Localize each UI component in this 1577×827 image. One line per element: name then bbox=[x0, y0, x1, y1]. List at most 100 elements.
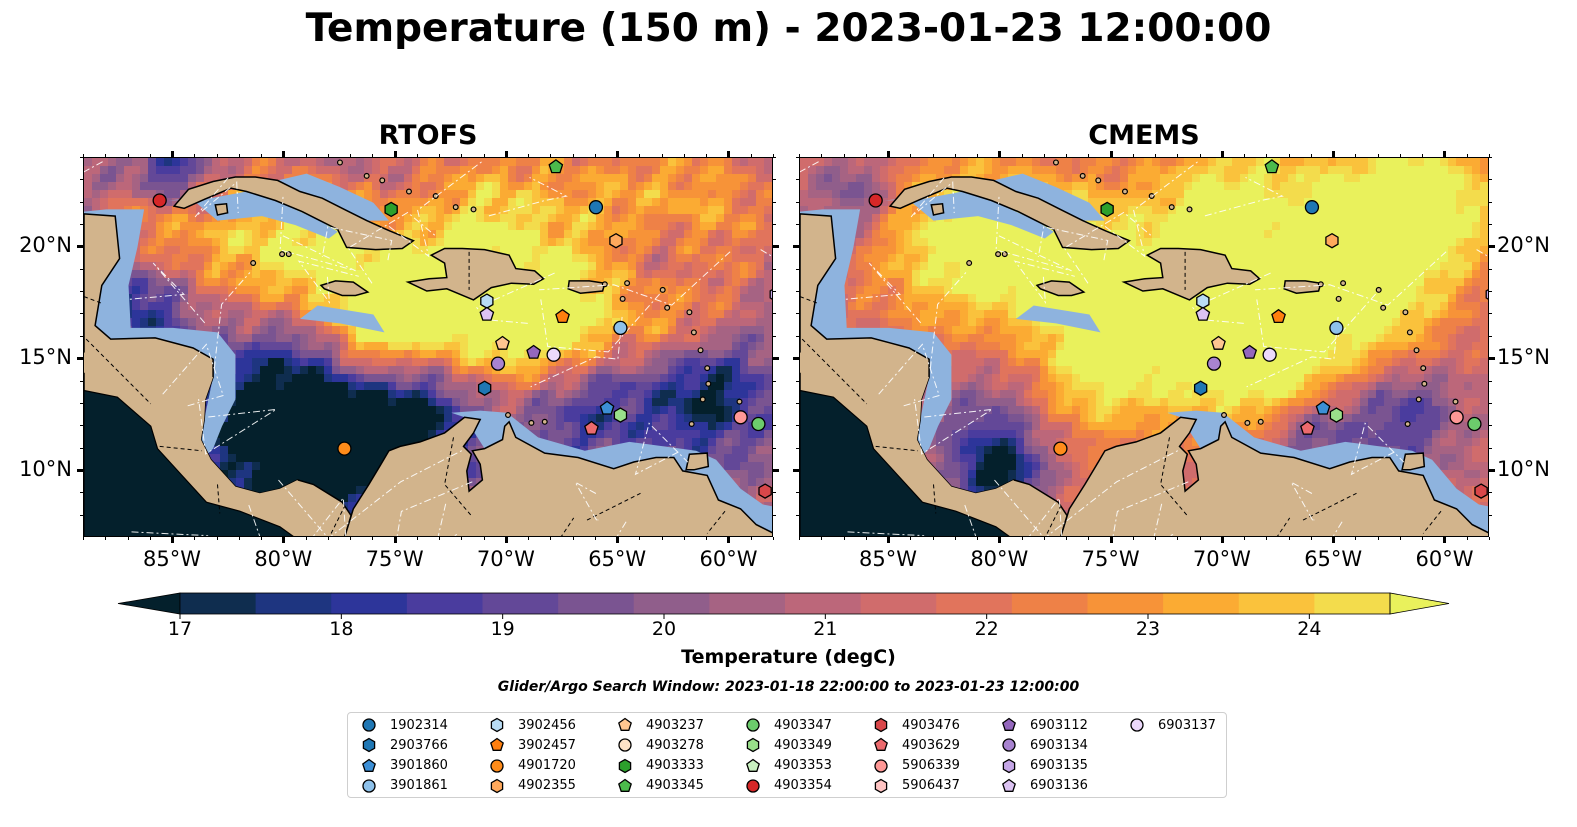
float-marker-4903347[interactable] bbox=[751, 416, 766, 432]
y-minor-tick bbox=[80, 402, 83, 404]
float-marker-4901720[interactable] bbox=[1053, 441, 1068, 456]
float-marker-4903345[interactable] bbox=[1264, 159, 1280, 174]
legend-marker-hexagon[interactable] bbox=[362, 738, 376, 753]
float-marker-3901861[interactable] bbox=[1329, 320, 1344, 336]
legend-marker-hexagon[interactable] bbox=[618, 758, 632, 773]
float-marker-6903135[interactable] bbox=[1485, 287, 1489, 301]
x-minor-tick bbox=[216, 537, 218, 540]
float-marker-4903333[interactable] bbox=[1100, 201, 1114, 218]
float-marker-1902314[interactable] bbox=[588, 200, 604, 215]
legend-item: 1902314 bbox=[358, 715, 448, 735]
legend-marker-hexagon[interactable] bbox=[874, 717, 888, 733]
colorbar-swatch bbox=[633, 593, 710, 614]
float-marker-6903137[interactable] bbox=[1262, 347, 1277, 362]
float-marker-4903476[interactable] bbox=[758, 483, 772, 499]
float-marker-6903137[interactable] bbox=[546, 347, 561, 362]
float-marker-6903134[interactable] bbox=[1206, 356, 1222, 371]
colorbar-swatch bbox=[558, 593, 635, 614]
legend-item: 5906339 bbox=[870, 756, 960, 776]
float-marker-4903347[interactable] bbox=[1467, 416, 1482, 432]
legend-marker-hexagon[interactable] bbox=[490, 717, 504, 733]
colorbar-swatch bbox=[936, 593, 1013, 614]
float-marker-4902355[interactable] bbox=[1325, 232, 1339, 249]
x-minor-tick-top bbox=[661, 154, 663, 157]
float-marker-2903766[interactable] bbox=[1193, 380, 1208, 396]
y-minor-tick bbox=[80, 246, 83, 248]
legend-item: 4903629 bbox=[870, 735, 960, 755]
float-marker-6903135[interactable] bbox=[769, 287, 773, 301]
map-panel-cmems[interactable] bbox=[799, 157, 1489, 537]
legend-marker-pentagon[interactable] bbox=[618, 717, 632, 731]
float-marker-4903476[interactable] bbox=[1474, 483, 1488, 499]
legend-marker-pentagon[interactable] bbox=[1002, 778, 1016, 792]
x-tick-mark bbox=[282, 537, 286, 543]
legend-marker-pentagon[interactable] bbox=[874, 737, 888, 752]
float-marker-4903629[interactable] bbox=[584, 420, 599, 435]
y-minor-tick bbox=[796, 514, 799, 516]
float-marker-6903112[interactable] bbox=[1242, 344, 1258, 359]
legend-marker-hexagon[interactable] bbox=[490, 778, 504, 794]
float-marker-4903349[interactable] bbox=[1329, 407, 1344, 423]
y-minor-tick-right bbox=[1489, 224, 1492, 226]
legend-marker-pentagon[interactable] bbox=[746, 758, 760, 772]
legend-marker-hexagon[interactable] bbox=[746, 738, 760, 753]
legend-marker-circle[interactable] bbox=[874, 758, 888, 773]
legend-marker-circle[interactable] bbox=[1130, 718, 1144, 732]
legend-marker-circle[interactable] bbox=[618, 738, 632, 752]
float-marker-4901720[interactable] bbox=[337, 441, 352, 456]
legend-marker-hexagon[interactable] bbox=[1002, 758, 1016, 773]
float-marker-6903134[interactable] bbox=[490, 356, 506, 371]
x-minor-tick bbox=[1377, 537, 1379, 540]
legend-marker-pentagon[interactable] bbox=[618, 778, 632, 792]
float-marker-3901860[interactable] bbox=[599, 400, 615, 415]
float-marker-3902456[interactable] bbox=[480, 293, 494, 309]
x-minor-tick-top bbox=[238, 154, 240, 157]
float-marker-3902457[interactable] bbox=[1271, 308, 1286, 324]
float-marker-5906339[interactable] bbox=[733, 410, 748, 425]
legend-marker-circle[interactable] bbox=[362, 718, 376, 732]
float-marker-4903354[interactable] bbox=[868, 193, 883, 208]
colorbar-tick-label: 23 bbox=[1135, 618, 1161, 640]
legend-marker-circle[interactable] bbox=[746, 779, 760, 793]
float-marker-4903349[interactable] bbox=[613, 407, 628, 423]
float-marker-3902457[interactable] bbox=[555, 308, 570, 324]
float-marker-6903136[interactable] bbox=[1195, 306, 1211, 321]
float-marker-6903136[interactable] bbox=[479, 306, 495, 321]
x-minor-tick-top bbox=[910, 154, 912, 157]
legend-item: 4903354 bbox=[742, 776, 832, 796]
float-marker-3902456[interactable] bbox=[1196, 293, 1210, 309]
legend-marker-circle[interactable] bbox=[746, 718, 760, 732]
legend-marker-circle[interactable] bbox=[362, 779, 376, 793]
float-marker-3901861[interactable] bbox=[613, 320, 628, 336]
legend-marker-pentagon[interactable] bbox=[362, 758, 376, 772]
legend-marker-pentagon[interactable] bbox=[1002, 717, 1016, 731]
float-marker-4903345[interactable] bbox=[548, 159, 564, 174]
y-minor-tick bbox=[796, 179, 799, 181]
float-marker-6903112[interactable] bbox=[526, 344, 542, 359]
y-minor-tick bbox=[796, 201, 799, 203]
x-minor-tick-top bbox=[1244, 154, 1246, 157]
float-marker-4903354[interactable] bbox=[152, 193, 167, 208]
colorbar-swatch bbox=[1087, 593, 1164, 614]
map-panel-rtofs[interactable] bbox=[83, 157, 773, 537]
float-marker-4903237[interactable] bbox=[1211, 335, 1226, 350]
float-marker-3901860[interactable] bbox=[1315, 400, 1331, 415]
legend-marker-hexagon[interactable] bbox=[874, 778, 888, 794]
float-marker-4902355[interactable] bbox=[609, 232, 623, 249]
legend-item-label: 6903136 bbox=[1030, 778, 1088, 794]
colorbar-swatch bbox=[860, 593, 937, 614]
legend-marker-circle[interactable] bbox=[1002, 738, 1016, 752]
figure-title: Temperature (150 m) - 2023-01-23 12:00:0… bbox=[305, 6, 1272, 51]
country-borders bbox=[800, 251, 1442, 536]
x-minor-tick-top bbox=[977, 154, 979, 157]
float-marker-1902314[interactable] bbox=[1304, 200, 1320, 215]
float-marker-5906339[interactable] bbox=[1449, 410, 1464, 425]
x-tick-mark-top bbox=[282, 151, 286, 157]
x-minor-tick bbox=[1288, 537, 1290, 540]
legend-marker-pentagon[interactable] bbox=[490, 737, 504, 752]
legend-marker-circle[interactable] bbox=[490, 758, 504, 773]
float-marker-2903766[interactable] bbox=[477, 380, 492, 396]
float-marker-4903333[interactable] bbox=[384, 201, 398, 218]
float-marker-4903629[interactable] bbox=[1300, 420, 1315, 435]
float-marker-4903237[interactable] bbox=[495, 335, 510, 350]
